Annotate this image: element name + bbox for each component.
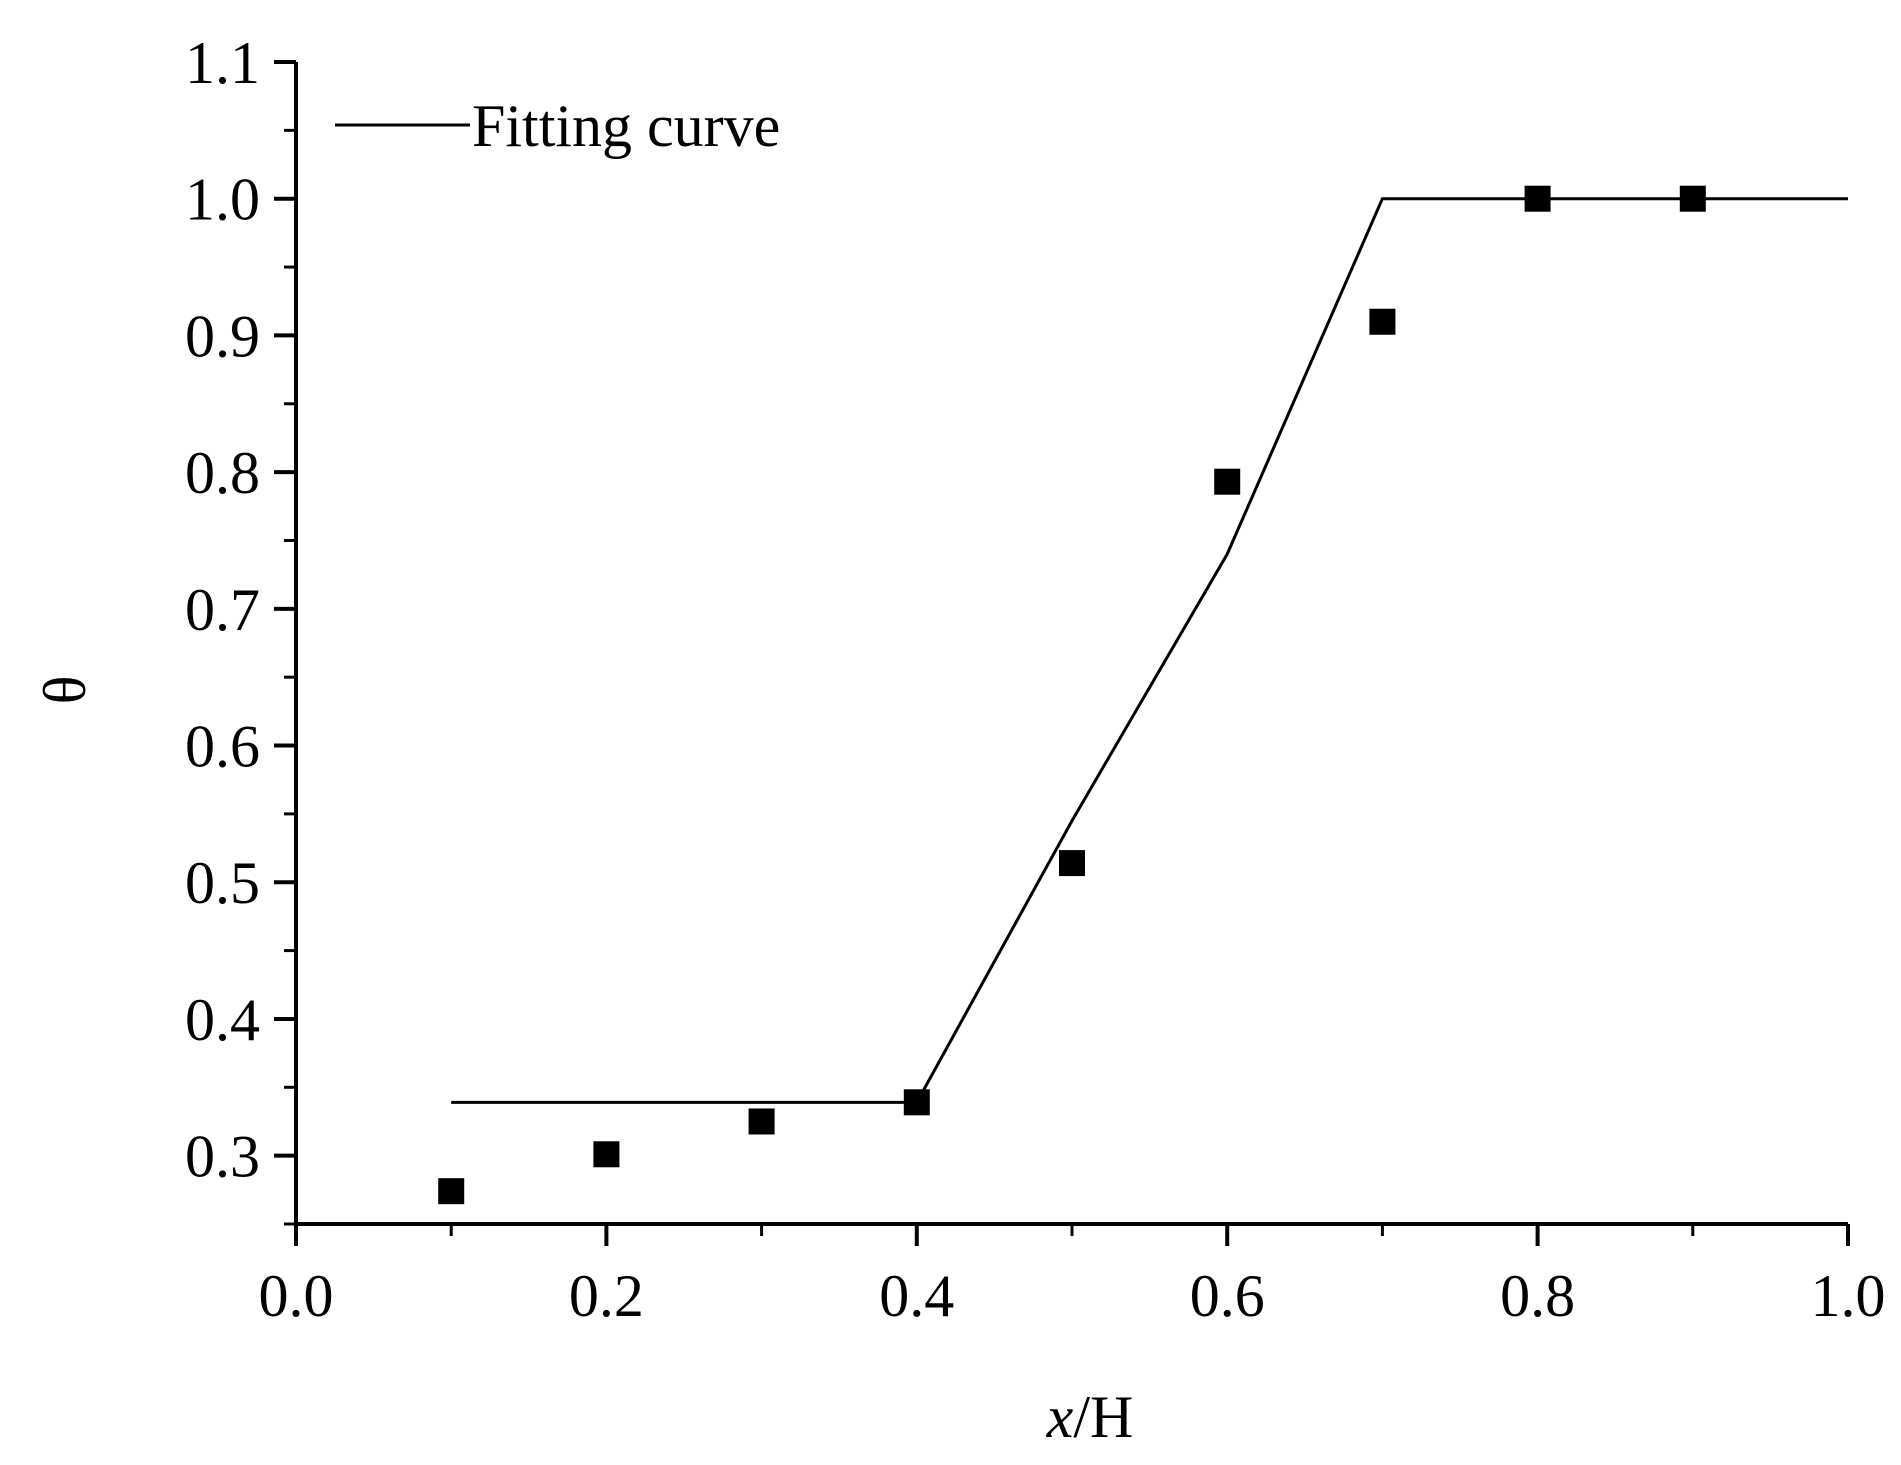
data-point-marker <box>1214 468 1241 495</box>
legend: Fitting curve <box>335 93 780 159</box>
y-tick-label: 0.3 <box>185 1124 260 1190</box>
ticks: 0.0 0.2 0.4 0.6 0.8 1.0 0.3 0.4 0.5 0.6 0.7 0.8 0.9 1… <box>185 30 1886 1329</box>
x-tick-label: 0.8 <box>1500 1263 1575 1329</box>
data-point-marker <box>593 1141 620 1168</box>
y-tick-label: 0.9 <box>185 303 260 369</box>
data-point-marker <box>438 1178 465 1205</box>
x-tick-label: 0.2 <box>569 1263 644 1329</box>
y-tick-label: 1.0 <box>185 167 260 233</box>
x-axis-title-italic: x <box>1046 1384 1074 1450</box>
data-point-marker <box>1369 308 1396 335</box>
data-series <box>438 185 1848 1205</box>
x-tick-label: 1.0 <box>1811 1263 1886 1329</box>
data-point-marker <box>748 1108 775 1135</box>
data-point-marker <box>1059 850 1085 877</box>
x-tick-label: 0.0 <box>259 1263 334 1329</box>
y-tick-label: 0.5 <box>185 850 260 916</box>
y-tick-label: 0.6 <box>185 714 260 780</box>
y-tick-label: 0.4 <box>185 987 260 1053</box>
x-axis-title: x/H <box>1046 1384 1134 1450</box>
y-tick-label: 0.7 <box>185 577 260 643</box>
x-tick-label: 0.6 <box>1190 1263 1265 1329</box>
fitting-curve-line <box>451 197 1848 1104</box>
y-tick-label: 0.8 <box>185 440 260 506</box>
y-axis-title: θ <box>32 676 98 705</box>
y-tick-label: 1.1 <box>185 30 260 96</box>
axes <box>294 62 1848 1226</box>
legend-label-fitting-curve: Fitting curve <box>472 93 780 159</box>
x-axis-title-rest: /H <box>1073 1384 1133 1450</box>
x-tick-label: 0.4 <box>879 1263 954 1329</box>
axis-titles: x/H θ <box>32 676 1133 1450</box>
